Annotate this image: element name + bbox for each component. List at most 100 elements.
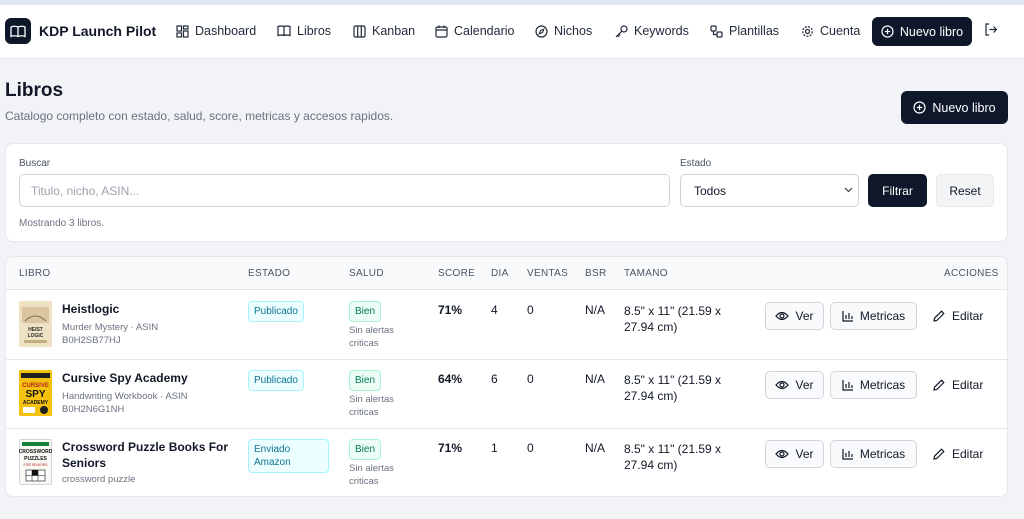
edit-button[interactable]: Editar — [933, 371, 983, 399]
svg-text:ACADEMY: ACADEMY — [23, 400, 49, 406]
col-acciones: ACCIONES — [944, 268, 999, 279]
pencil-icon — [933, 310, 945, 322]
table-row: CROSSWORD PUZZLES FOR SENIORS Crossword Pu… — [6, 429, 1007, 496]
nav-nichos-label: Nichos — [554, 24, 593, 38]
nav-kanban-label: Kanban — [372, 24, 416, 38]
search-input[interactable]: Titulo, nicho, ASIN... — [19, 174, 670, 207]
edit-button[interactable]: Editar — [933, 302, 983, 330]
book-title[interactable]: Cursive Spy Academy — [62, 371, 188, 385]
svg-text:HEIST: HEIST — [28, 327, 43, 333]
book-meta: crossword puzzle — [62, 474, 136, 485]
sales-value: 0 — [527, 303, 534, 317]
nav-dashboard-label: Dashboard — [195, 24, 257, 38]
book-asin: B0H2N6G1NH — [62, 404, 125, 415]
nav-calendario[interactable]: Calendario — [435, 18, 514, 44]
metrics-button[interactable]: Metricas — [830, 440, 917, 468]
browser-top-strip — [0, 0, 1024, 5]
col-bsr: BSR — [585, 268, 607, 279]
table-row: HEIST LOGIC Heistlogic Murder Mystery · A… — [6, 291, 1007, 360]
compass-icon — [535, 24, 548, 38]
template-icon — [710, 24, 723, 38]
brand[interactable]: KDP Launch Pilot — [5, 18, 156, 44]
new-book-button[interactable]: Nuevo libro — [901, 91, 1008, 124]
col-dia: DIA — [491, 268, 509, 279]
book-title[interactable]: Crossword Puzzle Books For Seniors — [62, 440, 229, 470]
table-row: CURSIVE SPY ACADEMY Cursive Spy Academy Ha… — [6, 360, 1007, 429]
day-value: 6 — [491, 372, 498, 386]
nav-keywords-label: Keywords — [634, 24, 689, 38]
books-table: LIBRO ESTADO SALUD SCORE DIA VENTAS BSR … — [5, 256, 1008, 497]
reset-button[interactable]: Reset — [936, 174, 994, 207]
bsr-value: N/A — [585, 441, 606, 455]
metrics-button[interactable]: Metricas — [830, 371, 917, 399]
bar-chart-icon — [842, 311, 853, 322]
alerts-text: Sin alertas criticas — [349, 325, 394, 349]
col-estado: ESTADO — [248, 268, 291, 279]
score-value: 64% — [438, 372, 463, 386]
gear-icon — [802, 25, 813, 37]
nav-nichos[interactable]: Nichos — [535, 18, 592, 44]
col-salud: SALUD — [349, 268, 384, 279]
pencil-icon — [933, 448, 945, 460]
nav-keywords[interactable]: Keywords — [615, 18, 689, 44]
metrics-label: Metricas — [859, 447, 906, 461]
size-value: 8.5" x 11" (21.59 x 27.94 cm) — [624, 442, 722, 472]
result-count: Mostrando 3 libros. — [19, 218, 105, 229]
sales-value: 0 — [527, 441, 534, 455]
book-title[interactable]: Heistlogic — [62, 302, 120, 316]
alerts-text: Sin alertas criticas — [349, 463, 394, 487]
health-badge: Bien — [349, 370, 382, 391]
bsr-value: N/A — [585, 372, 606, 386]
nav-plantillas[interactable]: Plantillas — [710, 18, 779, 44]
metrics-button[interactable]: Metricas — [830, 302, 917, 330]
view-button[interactable]: Ver — [765, 302, 824, 330]
nav-kanban[interactable]: Kanban — [353, 18, 415, 44]
score-value: 71% — [438, 441, 463, 455]
col-score: SCORE — [438, 268, 476, 279]
pencil-icon — [933, 379, 945, 391]
day-value: 4 — [491, 303, 498, 317]
book-meta: Handwriting Workbook · ASIN — [62, 391, 188, 402]
nav-new-book-button[interactable]: Nuevo libro — [872, 17, 972, 46]
book-meta: Murder Mystery · ASIN — [62, 322, 159, 333]
svg-text:CURSIVE: CURSIVE — [22, 383, 49, 389]
svg-text:SPY: SPY — [25, 389, 45, 400]
calendar-icon — [435, 25, 448, 38]
filter-card: Buscar Titulo, nicho, ASIN... Estado Tod… — [5, 143, 1008, 242]
sales-value: 0 — [527, 372, 534, 386]
view-button[interactable]: Ver — [765, 440, 824, 468]
nav-calendario-label: Calendario — [454, 24, 515, 38]
view-label: Ver — [795, 447, 814, 461]
nav-cuenta-label: Cuenta — [820, 24, 861, 38]
svg-text:CROSSWORD: CROSSWORD — [19, 449, 52, 455]
book-icon — [277, 25, 291, 37]
book-asin: B0H2SB77HJ — [62, 335, 121, 346]
state-select-value: Todos — [694, 183, 727, 198]
eye-icon — [775, 380, 790, 390]
book-cover-image: CURSIVE SPY ACADEMY — [19, 370, 52, 416]
table-header: LIBRO ESTADO SALUD SCORE DIA VENTAS BSR … — [6, 257, 1007, 290]
edit-button[interactable]: Editar — [933, 440, 983, 468]
state-badge: Publicado — [248, 301, 304, 322]
brand-name: KDP Launch Pilot — [39, 23, 157, 39]
view-label: Ver — [795, 378, 814, 392]
eye-icon — [775, 311, 790, 321]
edit-label: Editar — [952, 447, 984, 461]
filter-button[interactable]: Filtrar — [868, 174, 927, 207]
plus-circle-icon — [881, 25, 894, 38]
state-label: Estado — [680, 158, 712, 169]
state-select[interactable]: Todos — [680, 174, 859, 207]
logout-button[interactable] — [984, 23, 998, 41]
search-placeholder: Titulo, nicho, ASIN... — [31, 183, 140, 198]
nav-libros[interactable]: Libros — [277, 18, 331, 44]
view-button[interactable]: Ver — [765, 371, 824, 399]
nav-cuenta[interactable]: Cuenta — [801, 18, 860, 44]
bar-chart-icon — [842, 449, 853, 460]
bar-chart-icon — [842, 380, 853, 391]
nav-dashboard[interactable]: Dashboard — [176, 18, 256, 44]
svg-text:PUZZLES: PUZZLES — [24, 456, 47, 462]
edit-label: Editar — [952, 309, 984, 323]
key-icon — [615, 24, 628, 37]
health-badge: Bien — [349, 439, 382, 460]
col-libro: LIBRO — [19, 268, 51, 279]
